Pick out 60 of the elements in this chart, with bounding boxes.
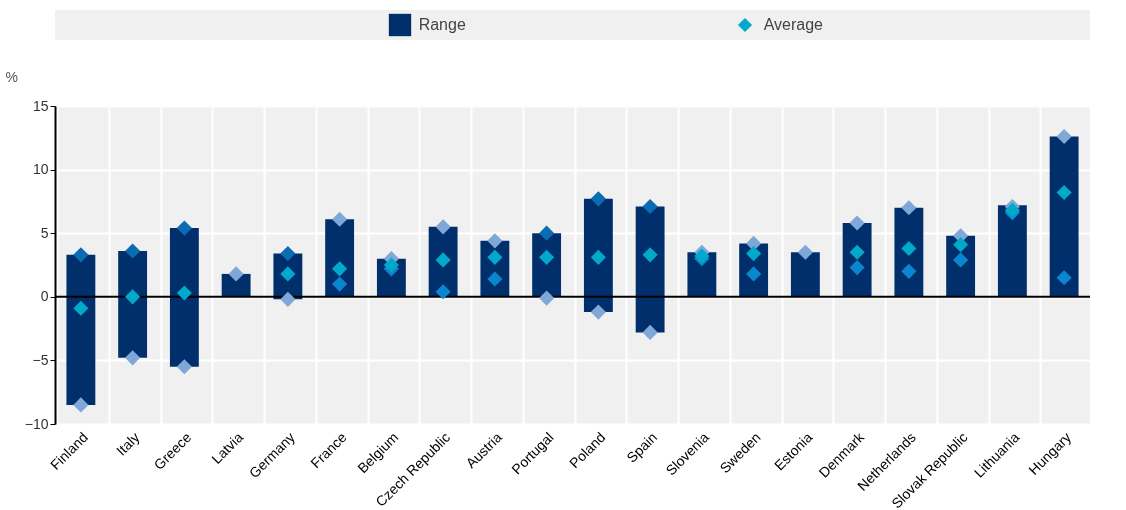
point <box>849 215 865 231</box>
point <box>176 285 192 301</box>
x-tick-label: Italy <box>113 429 143 459</box>
y-tick-label: −5 <box>32 351 49 368</box>
point <box>642 324 658 340</box>
point <box>642 198 658 215</box>
point <box>1056 128 1072 145</box>
point <box>1056 184 1072 201</box>
point <box>73 247 89 263</box>
point <box>901 240 917 257</box>
y-tick-label: 5 <box>40 224 49 241</box>
point <box>332 261 348 277</box>
point <box>332 211 348 227</box>
point <box>901 263 917 279</box>
point <box>383 257 399 273</box>
point <box>125 289 141 305</box>
point <box>797 244 813 260</box>
point <box>435 219 451 235</box>
bar <box>118 251 148 358</box>
legend-label: Average <box>763 16 824 33</box>
point <box>228 266 244 282</box>
point <box>487 271 503 287</box>
point <box>73 300 89 316</box>
point <box>746 245 762 262</box>
point <box>642 247 658 263</box>
point <box>590 249 606 265</box>
legend-label: Range <box>418 16 466 33</box>
point <box>590 304 606 320</box>
y-tick-label: −10 <box>24 415 49 432</box>
bar <box>635 206 665 333</box>
point <box>901 200 917 216</box>
point <box>539 225 555 241</box>
y-tick-label: 0 <box>40 288 49 305</box>
point <box>280 291 296 307</box>
bar <box>169 228 199 367</box>
point <box>435 252 451 268</box>
point <box>849 259 865 276</box>
bar <box>1049 136 1079 297</box>
point <box>125 350 141 366</box>
point <box>953 237 969 253</box>
point <box>487 233 503 249</box>
point <box>487 249 503 265</box>
point <box>435 284 451 300</box>
point <box>73 397 89 413</box>
point <box>125 243 141 259</box>
point <box>539 290 555 306</box>
point <box>176 359 192 375</box>
bar <box>997 205 1027 297</box>
point <box>590 191 606 207</box>
y-tick-label: 10 <box>32 161 49 178</box>
point <box>1056 270 1072 286</box>
bar <box>583 198 613 313</box>
point <box>176 220 192 236</box>
y-tick-label: 15 <box>32 97 49 114</box>
bar <box>790 252 820 297</box>
point <box>849 244 865 260</box>
y-axis-title: % <box>5 68 18 85</box>
bar <box>66 254 96 405</box>
point <box>332 276 348 292</box>
point <box>280 245 296 262</box>
